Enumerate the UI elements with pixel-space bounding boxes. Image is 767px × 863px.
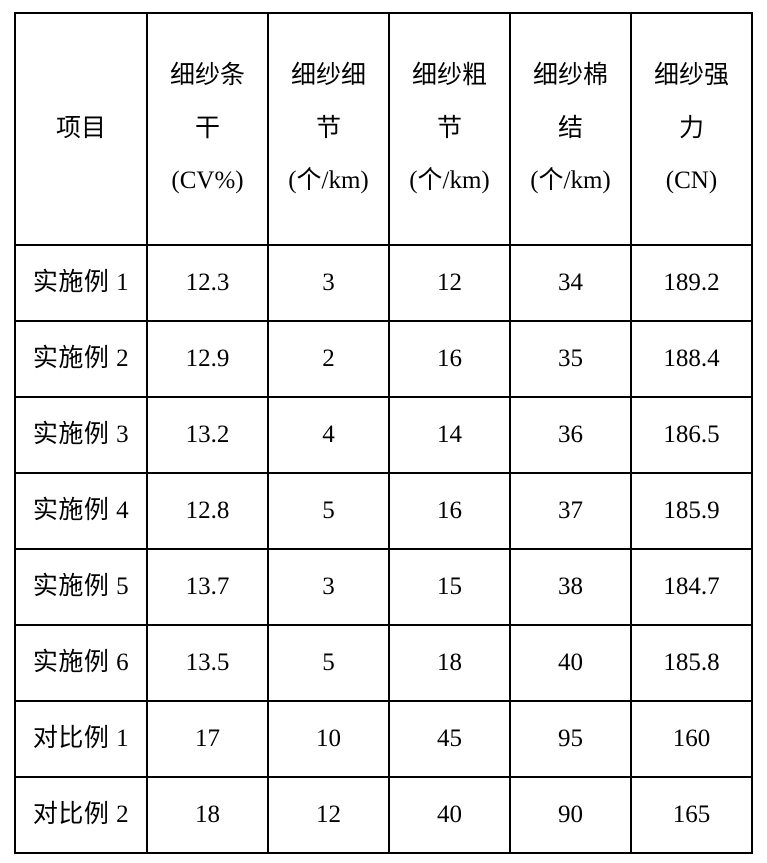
cell-thick: 45 (389, 701, 510, 777)
cell-neps: 35 (510, 321, 631, 397)
cell-thin: 5 (268, 625, 389, 701)
cell-strength: 186.5 (631, 397, 752, 473)
cell-neps: 40 (510, 625, 631, 701)
cell-item: 实施例 2 (15, 321, 147, 397)
cell-item: 实施例 6 (15, 625, 147, 701)
cell-strength: 165 (631, 777, 752, 853)
cell-neps: 34 (510, 245, 631, 321)
cell-strength: 184.7 (631, 549, 752, 625)
cell-cv: 18 (147, 777, 268, 853)
cell-thick: 18 (389, 625, 510, 701)
cell-strength: 185.9 (631, 473, 752, 549)
cell-neps: 37 (510, 473, 631, 549)
col-header-text: 细纱粗 (390, 50, 509, 103)
cell-cv: 12.3 (147, 245, 268, 321)
cell-thick: 15 (389, 549, 510, 625)
table-row: 实施例 4 12.8 5 16 37 185.9 (15, 473, 752, 549)
cell-thick: 16 (389, 473, 510, 549)
table-body: 实施例 1 12.3 3 12 34 189.2 实施例 2 12.9 2 16… (15, 245, 752, 853)
cell-strength: 160 (631, 701, 752, 777)
col-header-text: (个/km) (390, 155, 509, 208)
cell-item: 实施例 3 (15, 397, 147, 473)
cell-thick: 16 (389, 321, 510, 397)
col-header-text: 细纱细 (269, 50, 388, 103)
col-header-neps: 细纱棉 结 (个/km) (510, 13, 631, 245)
cell-cv: 13.7 (147, 549, 268, 625)
cell-cv: 13.2 (147, 397, 268, 473)
col-header-text: (CV%) (148, 155, 267, 208)
table-header: 项目 细纱条 干 (CV%) 细纱细 节 (个/km) 细纱粗 (15, 13, 752, 245)
col-header-text: (个/km) (511, 155, 630, 208)
cell-thin: 3 (268, 245, 389, 321)
col-header-text: 细纱强 (632, 50, 751, 103)
col-header-cv: 细纱条 干 (CV%) (147, 13, 268, 245)
cell-thin: 3 (268, 549, 389, 625)
cell-item: 实施例 4 (15, 473, 147, 549)
cell-neps: 36 (510, 397, 631, 473)
col-header-strength: 细纱强 力 (CN) (631, 13, 752, 245)
col-header-text: 干 (148, 103, 267, 156)
cell-neps: 95 (510, 701, 631, 777)
cell-thin: 4 (268, 397, 389, 473)
cell-item: 实施例 5 (15, 549, 147, 625)
table-row: 对比例 2 18 12 40 90 165 (15, 777, 752, 853)
table-row: 实施例 6 13.5 5 18 40 185.8 (15, 625, 752, 701)
cell-thin: 12 (268, 777, 389, 853)
cell-thin: 2 (268, 321, 389, 397)
cell-strength: 189.2 (631, 245, 752, 321)
col-header-thin: 细纱细 节 (个/km) (268, 13, 389, 245)
col-header-text: (CN) (632, 155, 751, 208)
table-row: 实施例 1 12.3 3 12 34 189.2 (15, 245, 752, 321)
cell-item: 实施例 1 (15, 245, 147, 321)
table-row: 对比例 1 17 10 45 95 160 (15, 701, 752, 777)
col-header-text: 项目 (16, 103, 146, 156)
cell-cv: 17 (147, 701, 268, 777)
cell-item: 对比例 1 (15, 701, 147, 777)
cell-neps: 38 (510, 549, 631, 625)
cell-neps: 90 (510, 777, 631, 853)
cell-thin: 5 (268, 473, 389, 549)
col-header-text: 力 (632, 103, 751, 156)
col-header-thick: 细纱粗 节 (个/km) (389, 13, 510, 245)
cell-thin: 10 (268, 701, 389, 777)
cell-cv: 12.9 (147, 321, 268, 397)
cell-strength: 188.4 (631, 321, 752, 397)
col-header-text: 节 (390, 103, 509, 156)
cell-thick: 12 (389, 245, 510, 321)
cell-thick: 40 (389, 777, 510, 853)
table-row: 实施例 2 12.9 2 16 35 188.4 (15, 321, 752, 397)
cell-cv: 13.5 (147, 625, 268, 701)
table-row: 实施例 3 13.2 4 14 36 186.5 (15, 397, 752, 473)
col-header-item: 项目 (15, 13, 147, 245)
col-header-text: 细纱棉 (511, 50, 630, 103)
cell-item: 对比例 2 (15, 777, 147, 853)
col-header-text: 节 (269, 103, 388, 156)
col-header-text: 细纱条 (148, 50, 267, 103)
col-header-text: (个/km) (269, 155, 388, 208)
cell-strength: 185.8 (631, 625, 752, 701)
col-header-text: 结 (511, 103, 630, 156)
cell-thick: 14 (389, 397, 510, 473)
yarn-quality-table: 项目 细纱条 干 (CV%) 细纱细 节 (个/km) 细纱粗 (14, 12, 753, 854)
table-row: 实施例 5 13.7 3 15 38 184.7 (15, 549, 752, 625)
cell-cv: 12.8 (147, 473, 268, 549)
table-header-row: 项目 细纱条 干 (CV%) 细纱细 节 (个/km) 细纱粗 (15, 13, 752, 245)
